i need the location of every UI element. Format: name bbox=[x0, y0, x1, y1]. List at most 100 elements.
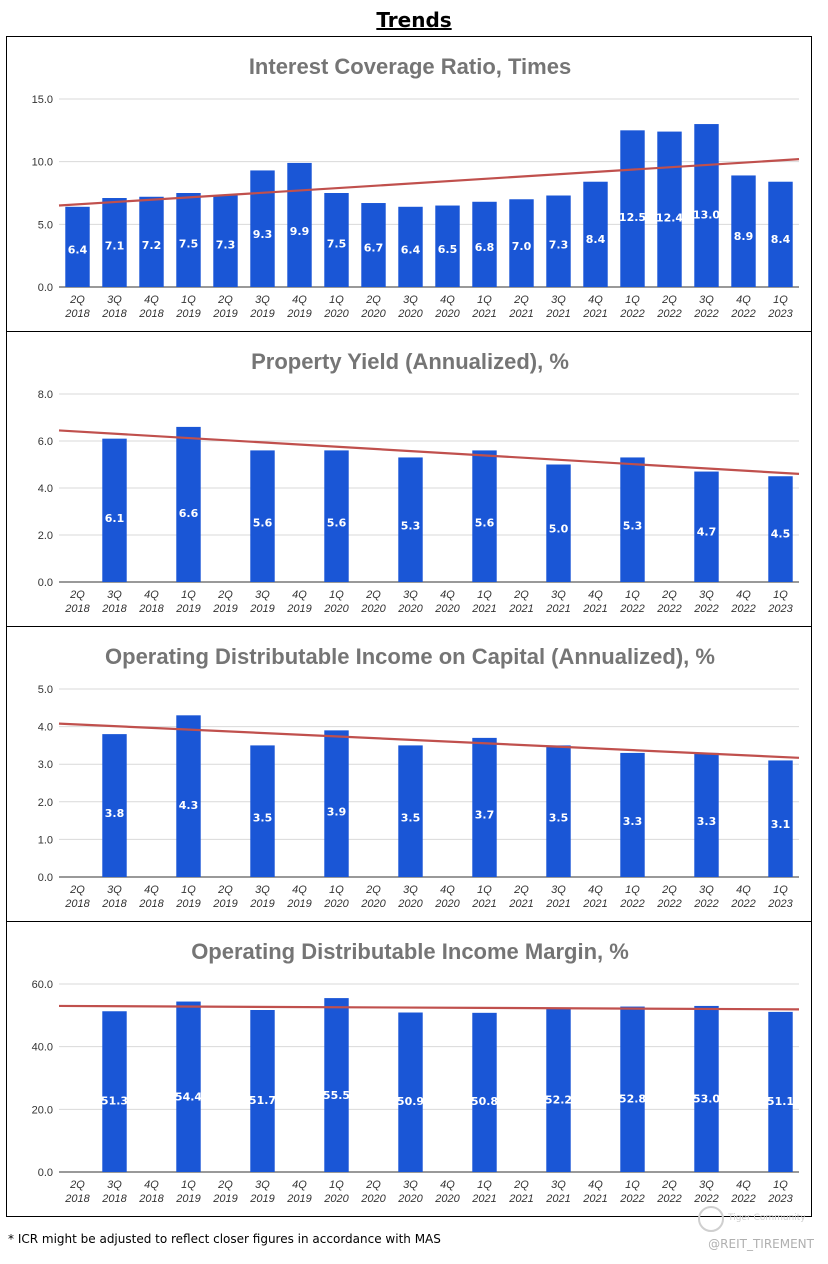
x-tick-label: 3Q 2021 bbox=[545, 589, 570, 615]
data-label: 5.3 bbox=[401, 520, 421, 533]
x-tick-label: 2Q 2018 bbox=[64, 589, 90, 615]
x-tick-label: 1Q 2023 bbox=[767, 884, 793, 910]
bar bbox=[324, 730, 349, 877]
x-tick-label: 2Q 2022 bbox=[656, 1179, 681, 1205]
x-tick-label: 2Q 2022 bbox=[656, 884, 681, 910]
y-tick-label: 0.0 bbox=[38, 1167, 53, 1179]
data-label: 7.3 bbox=[549, 239, 569, 252]
chart-panel-odi-on-capital: Operating Distributable Income on Capita… bbox=[6, 626, 812, 922]
data-label: 8.4 bbox=[586, 233, 606, 246]
data-label: 5.6 bbox=[475, 517, 495, 530]
x-tick-label: 4Q 2019 bbox=[286, 884, 311, 910]
x-tick-label: 2Q 2019 bbox=[212, 589, 237, 615]
x-tick-label: 4Q 2022 bbox=[730, 1179, 755, 1205]
x-tick-label: 4Q 2020 bbox=[434, 589, 460, 615]
x-tick-label: 1Q 2022 bbox=[619, 294, 644, 320]
bar bbox=[620, 457, 645, 582]
trendline bbox=[58, 429, 800, 475]
bar bbox=[102, 1011, 127, 1172]
chart-title: Interest Coverage Ratio, Times bbox=[249, 54, 571, 79]
x-tick-label: 4Q 2019 bbox=[286, 1179, 311, 1205]
x-tick-label: 1Q 2020 bbox=[323, 294, 349, 320]
data-label: 6.4 bbox=[68, 243, 88, 256]
data-label: 3.7 bbox=[475, 809, 495, 822]
x-tick-label: 2Q 2019 bbox=[212, 1179, 237, 1205]
trendline bbox=[58, 1004, 800, 1011]
bar bbox=[546, 195, 571, 287]
x-tick-label: 2Q 2020 bbox=[360, 1179, 386, 1205]
bar bbox=[546, 1008, 571, 1172]
x-tick-label: 4Q 2022 bbox=[730, 294, 755, 320]
x-tick-label: 3Q 2022 bbox=[693, 589, 718, 615]
x-tick-label: 3Q 2019 bbox=[249, 884, 274, 910]
x-tick-label: 1Q 2023 bbox=[767, 294, 793, 320]
y-tick-label: 40.0 bbox=[32, 1042, 53, 1054]
data-label: 54.4 bbox=[175, 1090, 202, 1103]
bar bbox=[768, 181, 793, 287]
bar bbox=[694, 1005, 719, 1172]
page-title: Trends bbox=[376, 8, 452, 32]
x-tick-label: 2Q 2020 bbox=[360, 589, 386, 615]
y-tick-label: 1.0 bbox=[38, 834, 53, 846]
x-tick-label: 2Q 2019 bbox=[212, 294, 237, 320]
x-tick-label: 3Q 2018 bbox=[101, 589, 127, 615]
trendline bbox=[58, 722, 800, 759]
data-label: 3.8 bbox=[105, 807, 125, 820]
bar bbox=[324, 450, 349, 582]
data-label: 6.1 bbox=[105, 512, 125, 525]
bar bbox=[472, 450, 497, 582]
x-tick-label: 1Q 2021 bbox=[471, 884, 496, 910]
bar bbox=[287, 162, 312, 287]
bar bbox=[583, 181, 608, 287]
bar bbox=[657, 131, 682, 287]
x-tick-label: 2Q 2018 bbox=[64, 1179, 90, 1205]
data-label: 7.1 bbox=[105, 240, 125, 253]
x-tick-label: 4Q 2022 bbox=[730, 884, 755, 910]
bar bbox=[435, 205, 460, 287]
chart-svg: Operating Distributable Income on Capita… bbox=[38, 644, 800, 910]
x-tick-label: 4Q 2018 bbox=[138, 1179, 164, 1205]
bar bbox=[398, 745, 423, 877]
bar bbox=[768, 476, 793, 582]
x-tick-label: 2Q 2018 bbox=[64, 294, 90, 320]
bar bbox=[398, 206, 423, 287]
x-tick-label: 1Q 2022 bbox=[619, 884, 644, 910]
data-label: 3.5 bbox=[549, 812, 569, 825]
chart-svg: Operating Distributable Income Margin, %… bbox=[32, 939, 800, 1205]
data-label: 7.0 bbox=[512, 240, 532, 253]
data-label: 6.5 bbox=[438, 243, 458, 256]
bar bbox=[65, 206, 90, 287]
bar bbox=[176, 715, 201, 877]
x-tick-label: 1Q 2020 bbox=[323, 884, 349, 910]
x-tick-label: 1Q 2023 bbox=[767, 589, 793, 615]
x-tick-label: 3Q 2018 bbox=[101, 884, 127, 910]
x-tick-label: 4Q 2019 bbox=[286, 294, 311, 320]
y-tick-label: 15.0 bbox=[32, 94, 53, 106]
chart-title: Operating Distributable Income on Capita… bbox=[105, 644, 715, 669]
data-label: 55.5 bbox=[323, 1089, 350, 1102]
y-tick-label: 20.0 bbox=[32, 1104, 53, 1116]
y-tick-label: 0.0 bbox=[38, 577, 53, 589]
data-label: 6.7 bbox=[364, 242, 384, 255]
data-label: 9.9 bbox=[290, 225, 310, 238]
x-tick-label: 4Q 2019 bbox=[286, 589, 311, 615]
data-label: 7.3 bbox=[216, 239, 236, 252]
bar bbox=[102, 438, 127, 582]
x-tick-label: 1Q 2022 bbox=[619, 589, 644, 615]
data-label: 51.1 bbox=[767, 1095, 794, 1108]
data-label: 50.9 bbox=[397, 1095, 424, 1108]
bar bbox=[176, 1001, 201, 1172]
x-tick-label: 3Q 2021 bbox=[545, 884, 570, 910]
x-tick-label: 2Q 2019 bbox=[212, 884, 237, 910]
x-tick-label: 4Q 2021 bbox=[582, 884, 607, 910]
y-tick-label: 5.0 bbox=[38, 684, 53, 696]
x-tick-label: 1Q 2019 bbox=[175, 884, 200, 910]
x-tick-label: 1Q 2019 bbox=[175, 1179, 200, 1205]
data-label: 6.8 bbox=[475, 241, 495, 254]
x-tick-label: 3Q 2019 bbox=[249, 1179, 274, 1205]
y-tick-label: 6.0 bbox=[38, 436, 53, 448]
data-label: 3.5 bbox=[401, 812, 421, 825]
y-tick-label: 60.0 bbox=[32, 979, 53, 991]
bar bbox=[472, 1012, 497, 1172]
chart-title: Property Yield (Annualized), % bbox=[251, 349, 569, 374]
